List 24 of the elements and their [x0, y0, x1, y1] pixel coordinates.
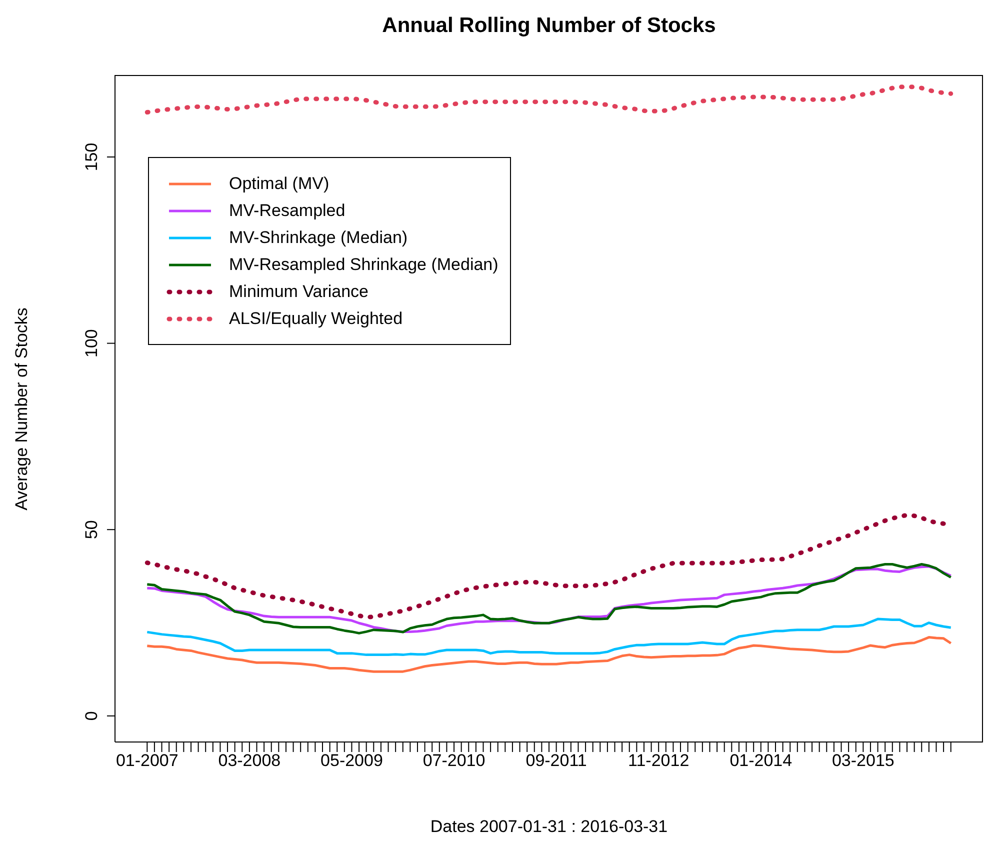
legend-label: MV-Shrinkage (Median): [229, 228, 408, 248]
y-tick-label: 0: [82, 711, 101, 721]
x-tick-label: 01-2014: [730, 751, 792, 770]
x-tick-label: 09-2011: [526, 751, 587, 770]
x-tick-label: 01-2007: [116, 751, 178, 770]
line-series: [144, 84, 954, 115]
x-tick-label: 07-2010: [422, 751, 486, 770]
y-axis-title: Average Number of Stocks: [12, 307, 32, 510]
y-tick-label: 50: [82, 520, 101, 540]
x-tick-label: 05-2009: [320, 751, 383, 770]
legend-label: MV-Resampled Shrinkage (Median): [229, 254, 498, 274]
legend-label: Optimal (MV): [229, 174, 330, 194]
line-series: [146, 636, 952, 673]
legend-label: ALSI/Equally Weighted: [229, 308, 403, 328]
y-tick-label: 100: [82, 329, 101, 358]
y-tick-label: 150: [82, 142, 101, 172]
legend-label: Minimum Variance: [229, 282, 369, 302]
chart-title: Annual Rolling Number of Stocks: [381, 14, 717, 38]
x-tick-label: 03-2008: [218, 751, 281, 770]
x-axis-title: Dates 2007-01-31 : 2016-03-31: [429, 817, 669, 837]
line-series: [146, 618, 952, 656]
legend-label: MV-Resampled: [229, 200, 346, 220]
x-tick-label: 11-2012: [628, 751, 690, 770]
x-tick-label: 03-2015: [832, 751, 894, 770]
